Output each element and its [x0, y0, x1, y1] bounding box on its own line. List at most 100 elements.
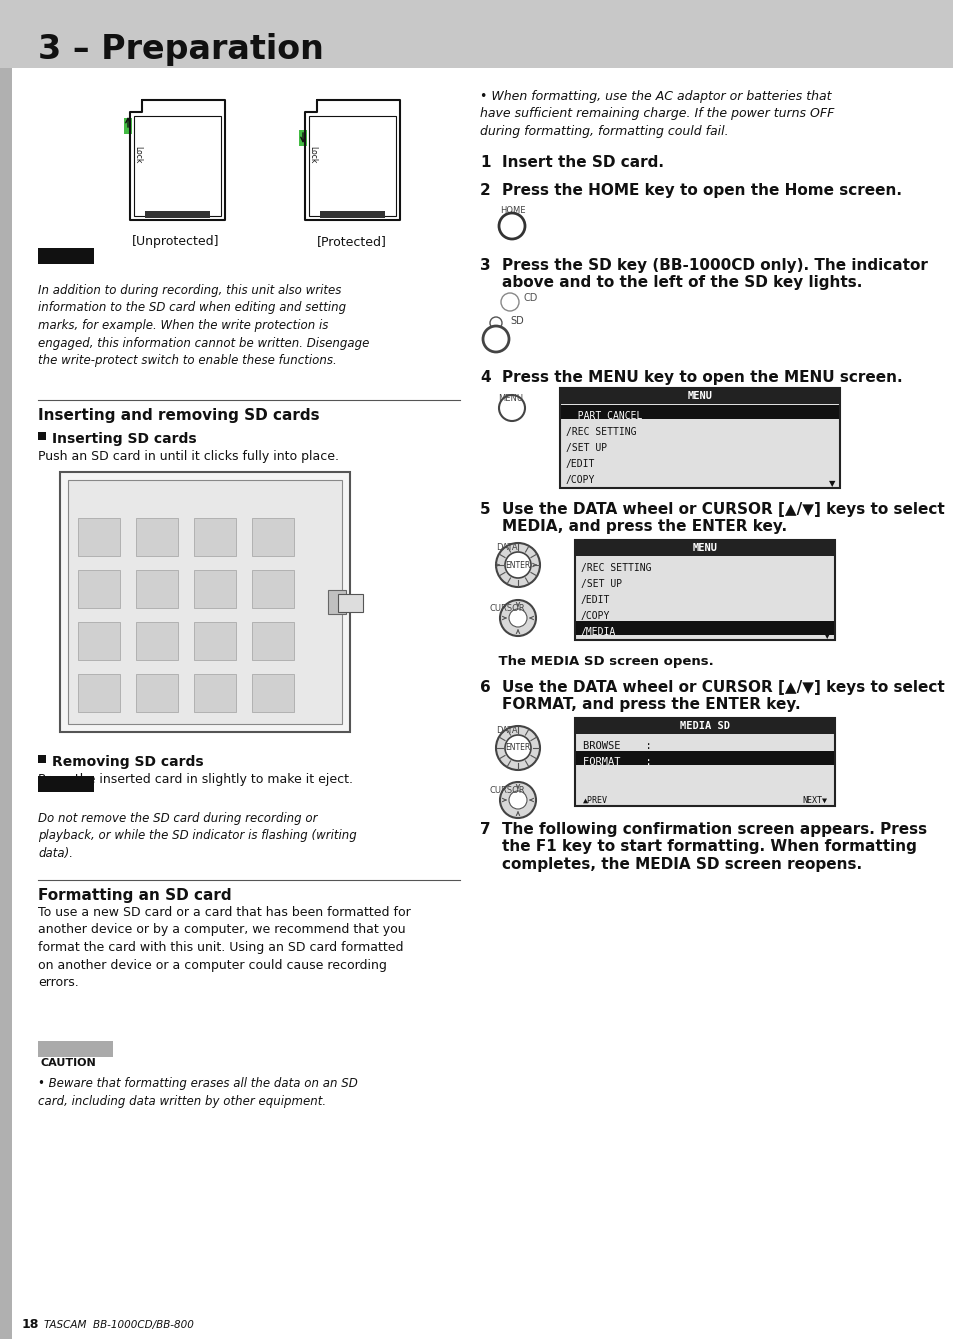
- Text: CURSOR: CURSOR: [490, 786, 525, 795]
- Bar: [193, 623, 235, 660]
- Bar: [136, 674, 178, 712]
- Bar: [136, 623, 178, 660]
- Text: Push an SD card in until it clicks fully into place.: Push an SD card in until it clicks fully…: [38, 450, 338, 463]
- Text: Press the HOME key to open the Home screen.: Press the HOME key to open the Home scre…: [501, 183, 901, 198]
- Text: Do not remove the SD card during recording or
playback, or while the SD indicato: Do not remove the SD card during recordi…: [38, 811, 356, 860]
- Bar: [124, 118, 132, 134]
- Bar: [328, 590, 346, 615]
- Circle shape: [499, 782, 536, 818]
- Text: /COPY: /COPY: [565, 475, 595, 485]
- Circle shape: [499, 600, 536, 636]
- Text: CURSOR: CURSOR: [490, 604, 525, 613]
- Bar: [136, 570, 178, 608]
- Bar: [38, 1040, 112, 1056]
- Text: /COPY: /COPY: [580, 611, 610, 621]
- Text: ▲PREV: ▲PREV: [582, 795, 607, 805]
- Text: To use a new SD card or a card that has been formatted for
another device or by : To use a new SD card or a card that has …: [38, 907, 411, 990]
- Text: Press the MENU key to open the MENU screen.: Press the MENU key to open the MENU scre…: [501, 370, 902, 386]
- Text: 18: 18: [22, 1319, 39, 1331]
- Text: Press the SD key (BB-1000CD only). The indicator
above and to the left of the SD: Press the SD key (BB-1000CD only). The i…: [501, 258, 927, 291]
- Text: 1: 1: [479, 155, 490, 170]
- Bar: [78, 674, 120, 712]
- Bar: [319, 212, 385, 218]
- Bar: [133, 116, 221, 216]
- Text: Insert the SD card.: Insert the SD card.: [501, 155, 663, 170]
- Bar: [559, 388, 840, 404]
- Bar: [309, 116, 395, 216]
- Bar: [252, 518, 294, 556]
- Bar: [78, 570, 120, 608]
- Text: PART CANCEL: PART CANCEL: [565, 411, 641, 420]
- Bar: [68, 479, 341, 724]
- Text: ENTER: ENTER: [505, 561, 530, 569]
- Circle shape: [509, 609, 526, 627]
- Text: Inserting SD cards: Inserting SD cards: [52, 432, 196, 446]
- Text: /REC SETTING: /REC SETTING: [565, 427, 636, 437]
- Text: Inserting and removing SD cards: Inserting and removing SD cards: [38, 408, 319, 423]
- Text: Removing SD cards: Removing SD cards: [52, 755, 203, 769]
- Text: [Protected]: [Protected]: [316, 236, 387, 248]
- Text: /REC SETTING: /REC SETTING: [580, 562, 651, 573]
- Text: 5: 5: [479, 502, 490, 517]
- Text: 7: 7: [479, 822, 490, 837]
- Bar: [298, 130, 307, 146]
- Text: In addition to during recording, this unit also writes
information to the SD car: In addition to during recording, this un…: [38, 284, 369, 367]
- Bar: [576, 751, 833, 765]
- Bar: [560, 404, 838, 419]
- Text: 3 – Preparation: 3 – Preparation: [38, 33, 323, 67]
- Text: SD: SD: [510, 316, 523, 325]
- Text: DATA: DATA: [496, 726, 517, 735]
- Circle shape: [509, 791, 526, 809]
- Text: MEDIA SD: MEDIA SD: [679, 720, 729, 731]
- Bar: [38, 755, 46, 763]
- Bar: [0, 0, 953, 68]
- Text: NOTE: NOTE: [41, 793, 75, 803]
- Bar: [252, 674, 294, 712]
- Bar: [252, 570, 294, 608]
- Bar: [193, 518, 235, 556]
- Text: CAUTION: CAUTION: [41, 1058, 96, 1069]
- Text: MENU: MENU: [692, 544, 717, 553]
- Text: BROWSE    :: BROWSE :: [582, 740, 651, 751]
- Text: The following confirmation screen appears. Press
the F1 key to start formatting.: The following confirmation screen appear…: [501, 822, 926, 872]
- Text: FORMAT    :: FORMAT :: [582, 757, 651, 767]
- Bar: [575, 540, 834, 640]
- Text: Use the DATA wheel or CURSOR [▲/▼] keys to select
FORMAT, and press the ENTER ke: Use the DATA wheel or CURSOR [▲/▼] keys …: [501, 680, 943, 712]
- Bar: [193, 570, 235, 608]
- Text: ▼: ▼: [822, 632, 829, 640]
- Text: MENU: MENU: [497, 394, 522, 403]
- Bar: [38, 777, 94, 791]
- Text: NEXT▼: NEXT▼: [801, 795, 826, 805]
- Text: /MEDIA: /MEDIA: [580, 627, 616, 637]
- Bar: [78, 518, 120, 556]
- Text: NOTE: NOTE: [41, 265, 75, 274]
- Circle shape: [498, 213, 524, 238]
- Bar: [60, 473, 350, 732]
- Circle shape: [496, 726, 539, 770]
- Text: /SET UP: /SET UP: [565, 443, 606, 453]
- Circle shape: [490, 317, 501, 329]
- Circle shape: [504, 552, 531, 578]
- Text: • When formatting, use the AC adaptor or batteries that
have sufficient remainin: • When formatting, use the AC adaptor or…: [479, 90, 834, 138]
- Text: /EDIT: /EDIT: [580, 595, 610, 605]
- Text: The MEDIA SD screen opens.: The MEDIA SD screen opens.: [479, 655, 713, 668]
- Circle shape: [482, 325, 509, 352]
- Bar: [252, 623, 294, 660]
- Text: ▼: ▼: [828, 479, 835, 489]
- Bar: [337, 595, 363, 612]
- Text: MENU: MENU: [687, 391, 712, 400]
- Bar: [136, 518, 178, 556]
- Bar: [575, 718, 834, 806]
- Text: 6: 6: [479, 680, 490, 695]
- Text: HOME: HOME: [499, 206, 525, 216]
- Circle shape: [504, 735, 531, 761]
- Text: CD: CD: [523, 293, 537, 303]
- Bar: [38, 248, 94, 264]
- Bar: [559, 388, 840, 487]
- Text: [Unprotected]: [Unprotected]: [132, 236, 219, 248]
- Text: 4: 4: [479, 370, 490, 386]
- Text: TASCAM  BB-1000CD/BB-800: TASCAM BB-1000CD/BB-800: [44, 1320, 193, 1330]
- Bar: [78, 623, 120, 660]
- Circle shape: [498, 395, 524, 420]
- Bar: [0, 68, 12, 1339]
